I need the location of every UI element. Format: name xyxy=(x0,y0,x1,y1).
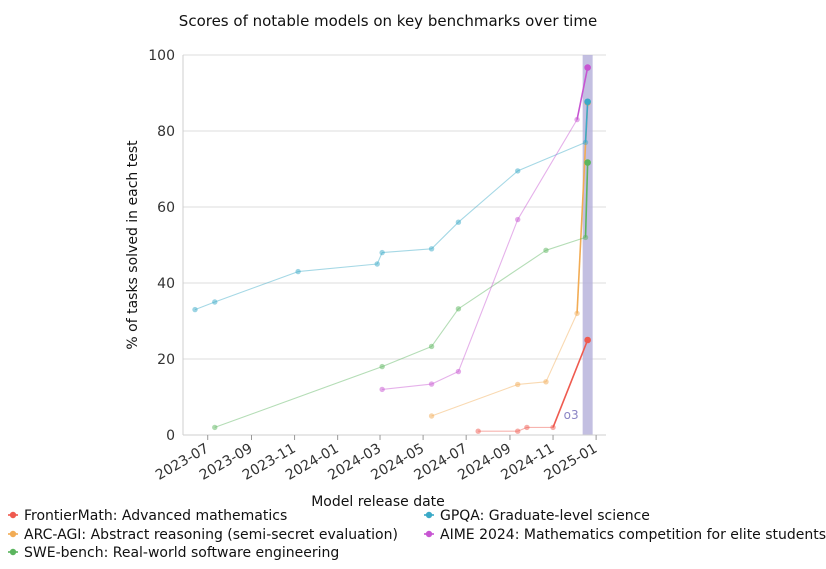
series-segment xyxy=(517,141,586,172)
data-point xyxy=(379,249,385,256)
series-segment xyxy=(517,381,547,386)
data-point xyxy=(515,381,521,388)
x-axis-label: Model release date xyxy=(311,494,445,510)
legend: FrontierMath: Advanced mathematics ARC-AG… xyxy=(8,508,826,561)
legend-label: SWE-bench: Real-world software engineeri… xyxy=(24,545,339,561)
series-1 xyxy=(428,99,591,419)
data-point xyxy=(428,246,435,252)
data-point xyxy=(515,168,521,174)
series-segment xyxy=(431,308,459,347)
data-point xyxy=(379,386,385,393)
o3-annotation: o3 xyxy=(564,408,579,422)
series-segment xyxy=(584,162,589,238)
data-point xyxy=(455,368,462,375)
data-point xyxy=(582,234,589,241)
legend-marker xyxy=(425,530,433,538)
y-tick-label: 0 xyxy=(166,428,175,444)
data-point xyxy=(455,306,462,312)
legend-item: SWE-bench: Real-world software engineeri… xyxy=(8,545,339,561)
series-segment xyxy=(545,236,586,251)
legend-marker xyxy=(9,530,17,538)
o3-highlight-band xyxy=(582,55,593,435)
y-axis-label: % of tasks solved in each test xyxy=(125,140,141,350)
series-2 xyxy=(212,159,591,431)
series-segment xyxy=(431,371,459,385)
data-point xyxy=(574,116,580,123)
series-segment xyxy=(382,248,432,254)
legend-label: GPQA: Graduate-level science xyxy=(440,508,650,524)
data-point xyxy=(475,428,481,434)
data-point xyxy=(428,343,435,350)
data-point xyxy=(515,216,521,223)
y-tick-label: 100 xyxy=(148,48,175,64)
series-segment xyxy=(576,67,589,120)
data-point xyxy=(428,413,435,419)
data-point xyxy=(515,428,521,434)
legend-item: ARC-AGI: Abstract reasoning (semi-secret… xyxy=(8,527,398,543)
data-point xyxy=(192,306,198,313)
series-segment xyxy=(381,345,432,368)
data-point xyxy=(582,139,589,146)
legend-item: FrontierMath: Advanced mathematics xyxy=(8,508,287,524)
series-segment xyxy=(214,271,299,303)
data-point xyxy=(584,64,591,71)
legend-label: FrontierMath: Advanced mathematics xyxy=(24,508,287,524)
data-point xyxy=(524,424,530,431)
legend-marker xyxy=(9,511,17,519)
y-tick-label: 60 xyxy=(157,200,175,216)
data-point xyxy=(212,424,218,431)
series-segment xyxy=(431,383,518,417)
data-point xyxy=(455,219,462,225)
data-point xyxy=(574,310,580,317)
series-segment xyxy=(552,339,589,428)
series-segment xyxy=(298,263,378,273)
data-point xyxy=(584,98,591,106)
gridlines xyxy=(183,54,606,436)
data-point xyxy=(428,381,435,387)
series-segment xyxy=(545,313,578,383)
series-segment xyxy=(458,170,519,223)
series-segment xyxy=(194,301,215,311)
legend-marker xyxy=(9,548,17,556)
legend-label: ARC-AGI: Abstract reasoning (semi-secret… xyxy=(24,527,398,543)
data-point xyxy=(543,379,549,385)
data-point xyxy=(212,299,218,305)
data-point xyxy=(379,363,385,370)
series-segment xyxy=(457,219,519,372)
legend-item: AIME 2024: Mathematics competition for e… xyxy=(424,527,826,543)
series-segment xyxy=(517,119,578,220)
legend-marker xyxy=(425,511,433,519)
data-point xyxy=(584,336,591,344)
series-0 xyxy=(475,336,591,434)
series-3 xyxy=(192,98,591,313)
data-point xyxy=(374,261,380,267)
series-segment xyxy=(214,366,383,428)
data-point xyxy=(543,247,549,254)
y-tick-label: 20 xyxy=(157,352,175,368)
data-point xyxy=(295,268,301,275)
legend-item: GPQA: Graduate-level science xyxy=(424,508,650,524)
y-tick-label: 40 xyxy=(157,276,175,292)
series-segment xyxy=(584,101,589,143)
series-segment xyxy=(458,249,547,310)
series-4 xyxy=(379,64,591,393)
legend-label: AIME 2024: Mathematics competition for e… xyxy=(440,527,826,543)
data-point xyxy=(550,424,556,431)
series-lines xyxy=(192,64,591,434)
chart-title: Scores of notable models on key benchmar… xyxy=(179,12,597,30)
data-point xyxy=(584,159,591,166)
y-tick-label: 80 xyxy=(157,124,175,140)
series-segment xyxy=(382,383,432,390)
series-segment xyxy=(431,221,459,250)
